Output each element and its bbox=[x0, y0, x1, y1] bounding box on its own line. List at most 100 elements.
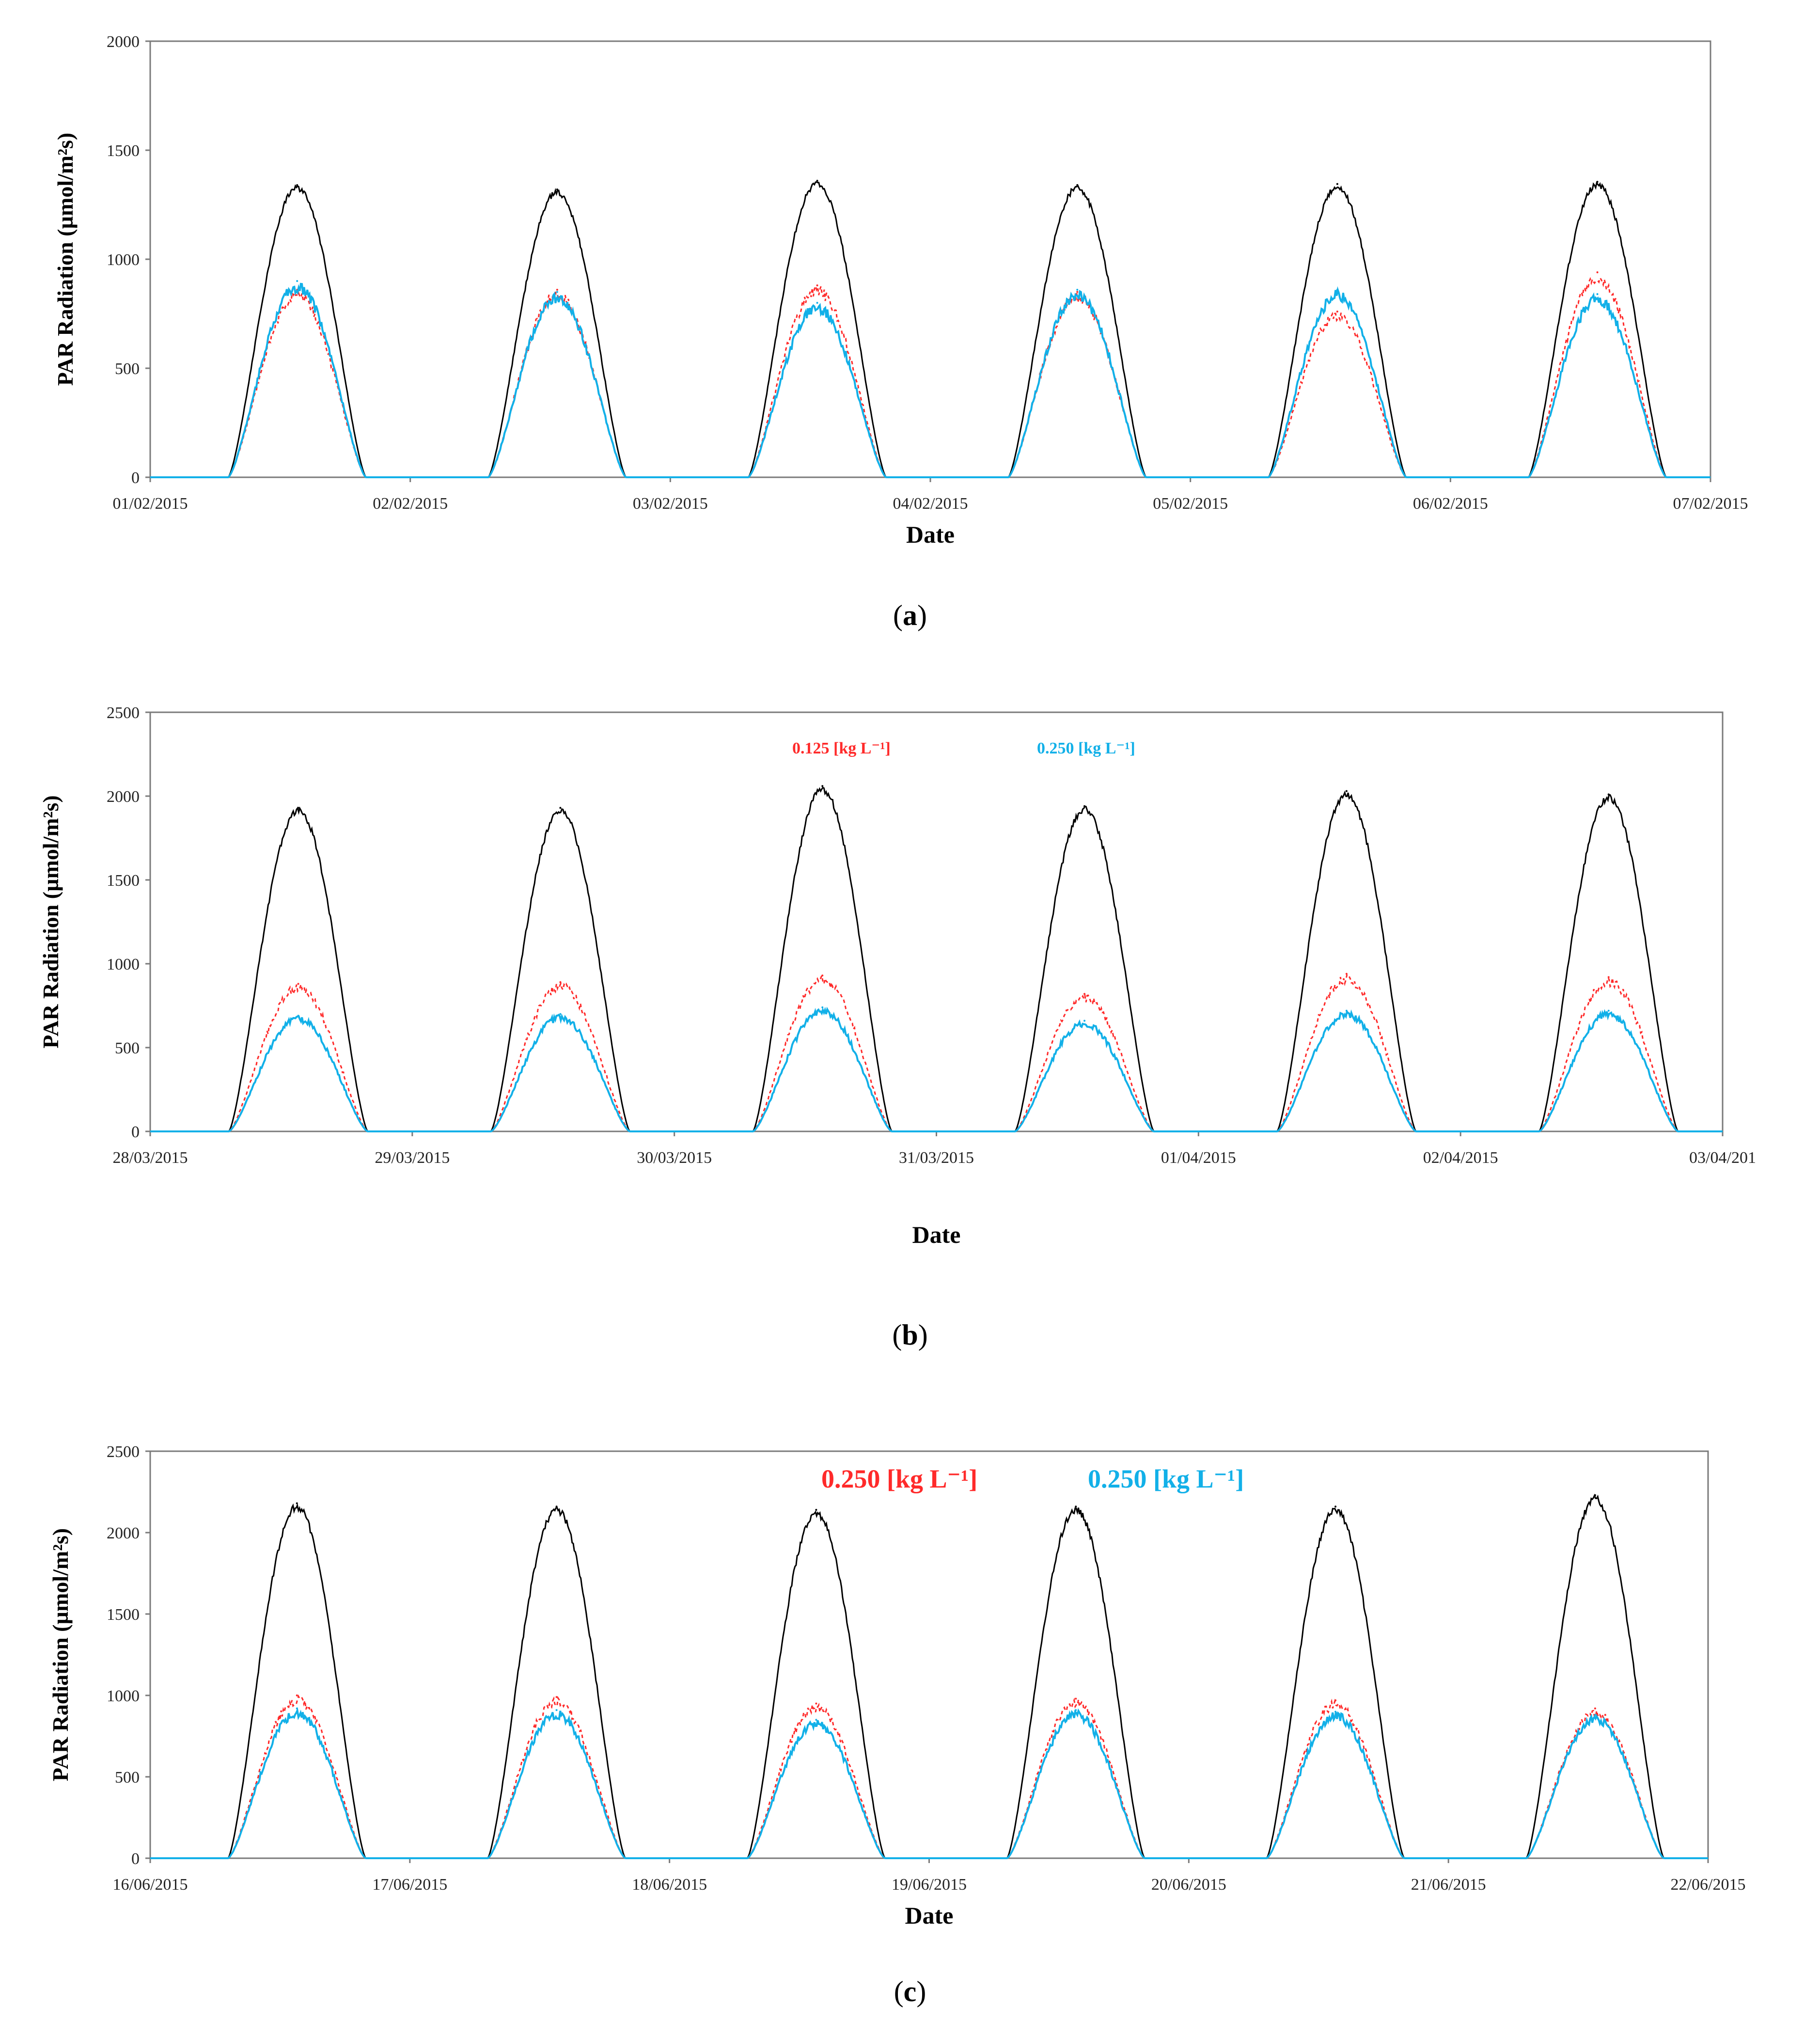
legend-label: 0.250 [kg L⁻¹] bbox=[1037, 739, 1135, 757]
series-peak-point bbox=[821, 974, 824, 977]
series-peak-point bbox=[1607, 793, 1610, 796]
series-peak-point bbox=[1075, 1709, 1077, 1711]
plot-frame bbox=[149, 1450, 1709, 1859]
series-peak-point bbox=[1334, 1505, 1337, 1508]
series-peak-point bbox=[296, 280, 298, 282]
x-tick-label: 30/03/2015 bbox=[637, 1149, 712, 1167]
x-axis-title: Date bbox=[905, 1902, 954, 1929]
legend-label: 0.250 [kg L⁻¹] bbox=[821, 1464, 977, 1493]
y-tick-label: 2000 bbox=[107, 33, 140, 51]
series-line-1 bbox=[150, 973, 1723, 1132]
series-peak-point bbox=[297, 983, 299, 985]
series-peak-point bbox=[816, 180, 818, 182]
series-peak-point bbox=[559, 981, 562, 984]
series-peak-point bbox=[1345, 1009, 1348, 1012]
panel-caption: (c) bbox=[894, 1975, 926, 2007]
y-tick-label: 500 bbox=[115, 1039, 140, 1057]
y-tick-label: 500 bbox=[115, 1769, 140, 1787]
series-peak-point bbox=[297, 1015, 299, 1017]
y-tick-label: 1500 bbox=[107, 872, 140, 890]
y-tick-label: 0 bbox=[131, 1850, 140, 1868]
y-axis-title: PAR Radiation (µmol/m²s) bbox=[48, 1528, 73, 1781]
y-tick-label: 1000 bbox=[107, 956, 140, 973]
series-peak-point bbox=[296, 1694, 298, 1696]
series-peak-point bbox=[821, 785, 824, 787]
series-line-0 bbox=[150, 181, 1710, 478]
x-tick-label: 29/03/2015 bbox=[375, 1149, 450, 1167]
chart-panel-b: 0 500 1000 1500 2000 2500 28/03/2015 29/03/2015… bbox=[38, 704, 1756, 1351]
series-peak-point bbox=[815, 1719, 817, 1721]
series-peak-point bbox=[1336, 183, 1338, 185]
y-tick-label: 1500 bbox=[107, 142, 140, 160]
series-line-2 bbox=[150, 282, 1710, 478]
y-axis-title: PAR Radiation (µmol/m²s) bbox=[53, 133, 78, 386]
series-peak-point bbox=[815, 1702, 817, 1705]
series-peak-point bbox=[296, 184, 298, 186]
series-peak-point bbox=[1075, 1505, 1077, 1508]
series-peak-point bbox=[1076, 289, 1079, 291]
series-peak-point bbox=[556, 291, 558, 293]
x-tick-label: 05/02/2015 bbox=[1153, 495, 1228, 513]
series-peak-point bbox=[1594, 1714, 1596, 1716]
x-axis-title: Date bbox=[912, 1221, 961, 1248]
series-peak-point bbox=[1083, 1019, 1086, 1022]
x-axis-title: Date bbox=[906, 521, 955, 548]
series-line-1 bbox=[150, 1694, 1708, 1859]
series-peak-point bbox=[296, 1707, 298, 1709]
series-peak-point bbox=[559, 1013, 562, 1015]
series-peak-point bbox=[556, 188, 558, 190]
x-tick-label: 20/06/2015 bbox=[1151, 1876, 1226, 1894]
x-tick-label: 16/06/2015 bbox=[113, 1876, 188, 1894]
y-tick-label: 0 bbox=[131, 469, 140, 487]
chart-panel-a: 0 500 1000 1500 2000 01/02/2015 02/02/2015 03/0… bbox=[53, 33, 1748, 631]
series-peak-point bbox=[556, 289, 558, 291]
series-peak-point bbox=[1075, 1697, 1077, 1700]
y-tick-label: 2000 bbox=[107, 788, 140, 806]
series-peak-point bbox=[297, 807, 299, 809]
x-tick-label: 17/06/2015 bbox=[372, 1876, 447, 1894]
plot-frame bbox=[149, 711, 1724, 1132]
series-peak-point bbox=[1345, 972, 1348, 975]
y-tick-label: 2000 bbox=[107, 1524, 140, 1542]
series-peak-point bbox=[1594, 1494, 1596, 1496]
panel-caption: (b) bbox=[892, 1319, 927, 1351]
series-peak-point bbox=[1076, 291, 1079, 293]
x-tick-label: 28/03/2015 bbox=[113, 1149, 188, 1167]
series-line-0 bbox=[150, 1493, 1708, 1859]
series-peak-point bbox=[1596, 181, 1599, 183]
x-tick-label: 18/06/2015 bbox=[632, 1876, 707, 1894]
series-peak-point bbox=[1345, 790, 1348, 792]
series-peak-point bbox=[1596, 271, 1599, 273]
series-peak-point bbox=[1607, 1009, 1610, 1012]
chart-panel-c: 0 500 1000 1500 2000 2500 16/06/2015 17/06/2015… bbox=[48, 1443, 1745, 2007]
y-tick-label: 1500 bbox=[107, 1606, 140, 1624]
x-tick-label: 01/04/2015 bbox=[1161, 1149, 1236, 1167]
series-peak-point bbox=[1594, 1707, 1596, 1709]
x-tick-label: 07/02/2015 bbox=[1673, 495, 1748, 513]
y-tick-label: 2500 bbox=[107, 704, 140, 722]
x-tick-label: 02/02/2015 bbox=[373, 495, 448, 513]
x-tick-label: 04/02/2015 bbox=[893, 495, 968, 513]
series-line-0 bbox=[150, 786, 1723, 1132]
series-peak-point bbox=[555, 1696, 558, 1698]
x-tick-label: 19/06/2015 bbox=[892, 1876, 967, 1894]
y-tick-label: 2500 bbox=[107, 1443, 140, 1461]
series-line-2 bbox=[150, 1707, 1708, 1859]
series-line-1 bbox=[150, 276, 1710, 478]
y-tick-label: 500 bbox=[115, 360, 140, 378]
series-peak-point bbox=[1607, 976, 1610, 978]
series-peak-point bbox=[1334, 1710, 1337, 1713]
series-peak-point bbox=[1083, 805, 1086, 807]
y-tick-label: 1000 bbox=[107, 1687, 140, 1705]
series-peak-point bbox=[815, 1508, 817, 1511]
x-tick-label: 31/03/2015 bbox=[899, 1149, 974, 1167]
x-tick-label: 03/04/201 bbox=[1689, 1149, 1756, 1167]
x-tick-label: 02/04/2015 bbox=[1423, 1149, 1498, 1167]
series-peak-point bbox=[1334, 1699, 1337, 1702]
y-tick-label: 1000 bbox=[107, 251, 140, 269]
series-peak-point bbox=[559, 807, 562, 809]
y-tick-label: 0 bbox=[131, 1123, 140, 1141]
series-peak-point bbox=[296, 1502, 298, 1505]
x-tick-label: 22/06/2015 bbox=[1671, 1876, 1746, 1894]
